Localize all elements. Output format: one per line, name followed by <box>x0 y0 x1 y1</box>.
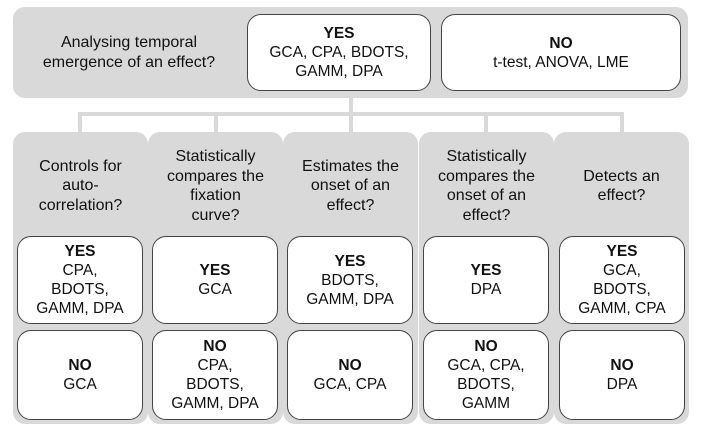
criterion-no-methods-5: DPA <box>606 376 638 393</box>
criterion-no-box-3: NO GCA, CPA <box>287 330 413 420</box>
top-no-box: NO t-test, ANOVA, LME <box>441 14 681 91</box>
criterion-no-methods-4: GCA, CPA, BDOTS, GAMM <box>447 357 525 412</box>
criterion-yes-label-2: YES <box>199 262 231 279</box>
criterion-no-label-1: NO <box>68 357 92 374</box>
criterion-yes-box-2: YES GCA <box>152 236 278 324</box>
criterion-yes-box-5: YES GCA, BDOTS, GAMM, CPA <box>559 236 685 324</box>
criterion-no-methods-1: GCA <box>63 376 97 393</box>
top-yes-box: YES GCA, CPA, BDOTS, GAMM, DPA <box>247 14 431 91</box>
criterion-yes-methods-3: BDOTS, GAMM, DPA <box>306 271 394 308</box>
criterion-yes-box-3: YES BDOTS, GAMM, DPA <box>287 236 413 324</box>
criterion-no-box-1: NO GCA <box>17 330 143 420</box>
criterion-yes-box-4: YES DPA <box>423 236 549 324</box>
criterion-yes-label-4: YES <box>470 262 502 279</box>
criterion-no-box-4: NO GCA, CPA, BDOTS, GAMM <box>423 330 549 420</box>
criterion-yes-methods-1: CPA, BDOTS, GAMM, DPA <box>36 262 124 317</box>
criterion-no-label-2: NO <box>203 338 227 355</box>
criterion-yes-label-1: YES <box>64 243 96 260</box>
criterion-yes-methods-4: DPA <box>470 281 502 298</box>
top-yes-methods: GCA, CPA, BDOTS, GAMM, DPA <box>269 44 409 80</box>
criterion-yes-methods-5: GCA, BDOTS, GAMM, CPA <box>578 262 666 317</box>
criterion-no-methods-2: CPA, BDOTS, GAMM, DPA <box>171 357 259 412</box>
criterion-question-5: Detects an effect? <box>583 167 660 205</box>
criterion-no-box-2: NO CPA, BDOTS, GAMM, DPA <box>152 330 278 420</box>
criterion-question-2: Statistically compares the fixation curv… <box>167 148 264 224</box>
criterion-yes-methods-2: GCA <box>198 281 232 298</box>
top-yes-label: YES <box>323 25 355 42</box>
criterion-question-4: Statistically compares the onset of an e… <box>438 148 535 224</box>
criterion-no-methods-3: GCA, CPA <box>313 376 387 393</box>
criterion-no-label-5: NO <box>610 357 634 374</box>
criterion-yes-label-5: YES <box>606 243 638 260</box>
top-no-label: NO <box>549 34 573 52</box>
top-no-methods: t-test, ANOVA, LME <box>493 53 629 71</box>
criterion-question-1: Controls for auto- correlation? <box>38 157 123 214</box>
criterion-question-3: Estimates the onset of an effect? <box>302 157 399 214</box>
criterion-yes-label-3: YES <box>334 252 366 270</box>
top-question: Analysing temporal emergence of an effec… <box>42 34 216 71</box>
criterion-no-box-5: NO DPA <box>559 330 685 420</box>
criterion-no-label-3: NO <box>338 357 362 374</box>
criterion-no-label-4: NO <box>474 338 498 355</box>
criterion-yes-box-1: YES CPA, BDOTS, GAMM, DPA <box>17 236 143 324</box>
